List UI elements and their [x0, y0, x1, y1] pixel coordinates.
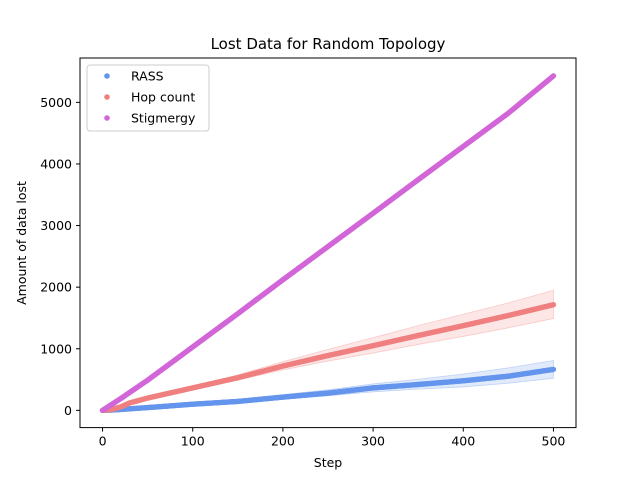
data-points	[99, 73, 557, 414]
x-tick-label: 200	[271, 434, 295, 449]
legend: RASS Hop count Stigmergy	[86, 64, 210, 132]
rass-legend-label: RASS	[131, 69, 164, 84]
x-axis-label: Step	[314, 455, 343, 470]
plot-area-frame	[79, 57, 577, 429]
y-tick-label: 3000	[40, 218, 72, 233]
rass-point	[550, 366, 557, 373]
y-tick-label: 4000	[40, 156, 72, 171]
stigmergy-legend-label: Stigmergy	[131, 111, 196, 126]
y-tick-label: 5000	[40, 95, 72, 110]
x-tick-label: 500	[542, 434, 566, 449]
hop-count-legend-label: Hop count	[131, 90, 195, 105]
y-tick-label: 2000	[40, 280, 72, 295]
y-tick-label: 1000	[40, 341, 72, 356]
x-tick-label: 300	[361, 434, 385, 449]
chart-title: Lost Data for Random Topology	[211, 35, 446, 53]
x-tick-label: 0	[99, 434, 107, 449]
hop-count-legend-marker	[104, 94, 110, 100]
y-axis-label: Amount of data lost	[14, 181, 29, 305]
y-axis-ticks: 0 1000 2000 3000 4000 5000	[40, 95, 80, 418]
rass-legend-marker	[104, 73, 110, 79]
hop-count-series	[99, 302, 557, 414]
x-tick-label: 400	[451, 434, 475, 449]
stigmergy-legend-marker	[104, 115, 110, 121]
hop-count-point	[550, 302, 557, 308]
y-tick-label: 0	[64, 403, 72, 418]
stigmergy-series	[99, 73, 557, 414]
x-tick-label: 100	[181, 434, 205, 449]
stigmergy-point	[550, 73, 557, 79]
legend-box	[86, 64, 210, 132]
x-axis-ticks: 0 100 200 300 400 500	[99, 427, 566, 449]
